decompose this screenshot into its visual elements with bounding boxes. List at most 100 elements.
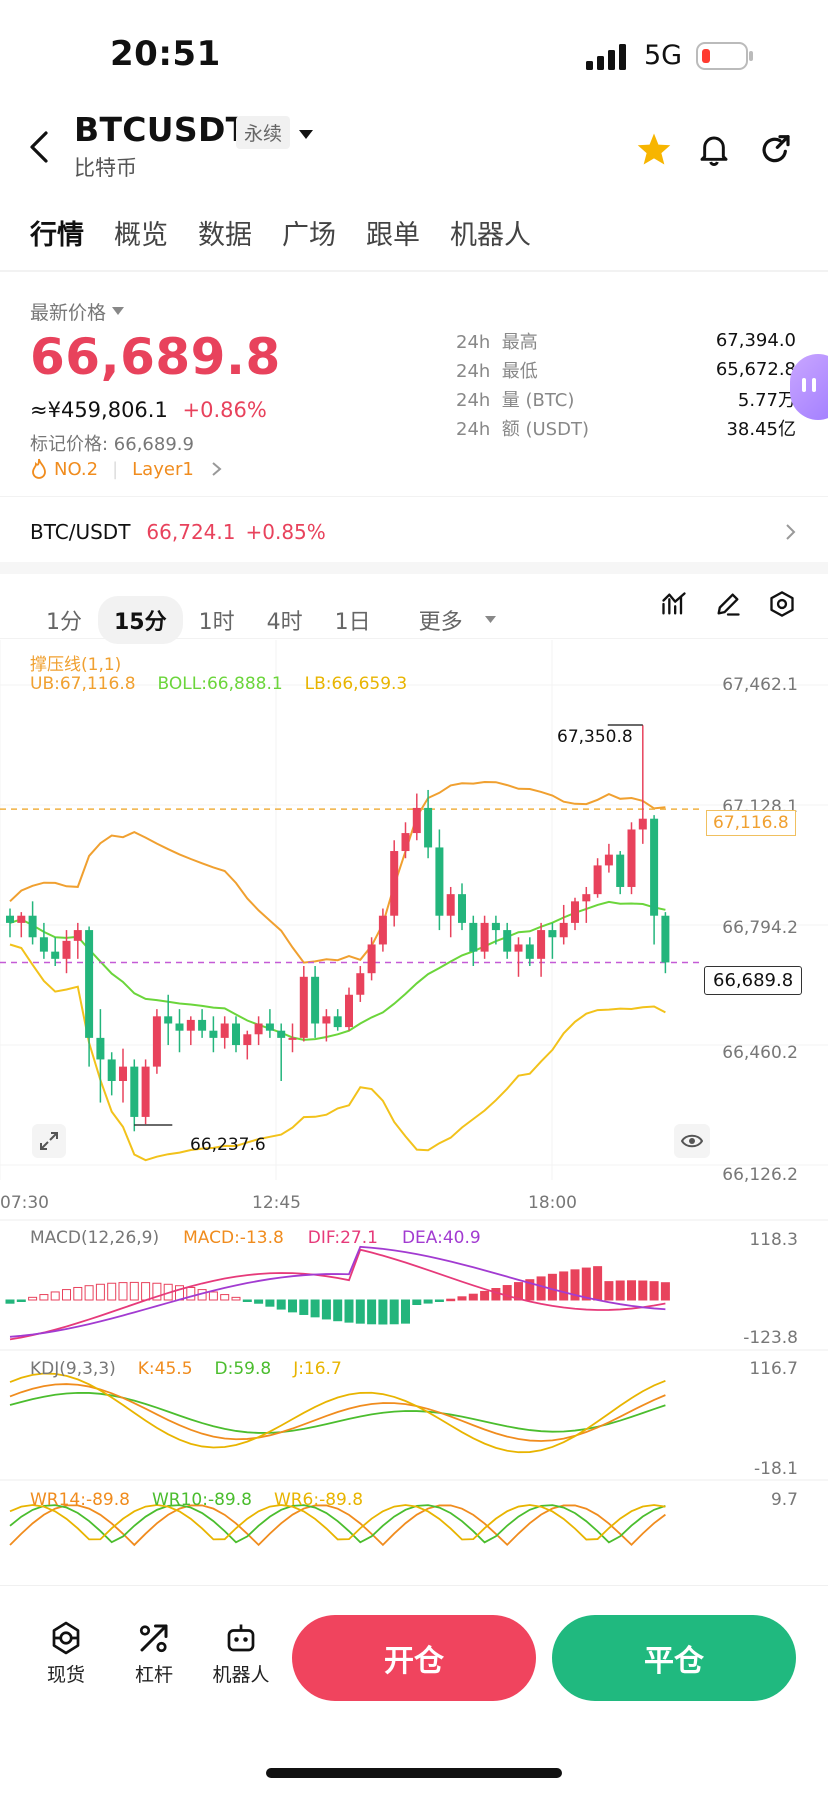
- macd-histogram-bar: [231, 1296, 241, 1301]
- open-position-button[interactable]: 开仓: [292, 1615, 536, 1701]
- dif-value: DIF:27.1: [307, 1228, 378, 1248]
- chart-area[interactable]: [0, 640, 828, 1585]
- back-button[interactable]: [28, 130, 50, 168]
- macd-histogram-bar: [412, 1299, 422, 1306]
- draw-tool-icon[interactable]: [714, 590, 742, 622]
- status-time: 20:51: [110, 34, 221, 74]
- candle-body: [458, 894, 466, 923]
- candle-body: [311, 976, 320, 1024]
- leverage-shortcut[interactable]: 杠杆: [124, 1620, 184, 1687]
- macd-histogram-bar: [389, 1299, 399, 1325]
- interval-more[interactable]: 更多: [387, 588, 512, 652]
- assistant-icon: [802, 378, 806, 392]
- dif-line: [9, 1248, 666, 1341]
- chevron-right-icon: [212, 462, 222, 476]
- macd-histogram-bar: [559, 1271, 569, 1301]
- candle-body: [96, 1037, 105, 1060]
- spot-shortcut[interactable]: 现货: [36, 1620, 96, 1687]
- leverage-shortcut-label: 杠杆: [134, 1664, 173, 1686]
- interval-15m[interactable]: 15分: [98, 596, 183, 644]
- y-label-5: 66,126.2: [722, 1165, 798, 1185]
- visibility-toggle[interactable]: [674, 1124, 710, 1158]
- robot-icon: [227, 1624, 255, 1652]
- wr14-line: [9, 1504, 666, 1547]
- symbol-dropdown-icon[interactable]: [298, 126, 314, 145]
- macd-histogram-bar: [95, 1283, 105, 1301]
- macd-histogram-bar: [28, 1296, 38, 1301]
- interval-1m[interactable]: 1分: [46, 610, 82, 635]
- candle-body: [141, 1066, 150, 1117]
- interval-1h[interactable]: 1时: [198, 610, 235, 635]
- macd-histogram-bar: [378, 1299, 388, 1325]
- last-price: 66,689.8: [30, 328, 281, 386]
- candle-body: [559, 922, 568, 938]
- x-label-1: 07:30: [0, 1193, 49, 1213]
- share-icon[interactable]: [760, 134, 792, 170]
- rank-row[interactable]: NO.2 | Layer1: [30, 458, 224, 480]
- signal-icon: [586, 44, 630, 74]
- candle-body: [28, 915, 37, 938]
- floating-assistant-bubble[interactable]: [790, 354, 828, 420]
- candlestick-chart[interactable]: [0, 640, 828, 1585]
- candle-body: [548, 930, 557, 938]
- chart-settings-icon[interactable]: [768, 590, 796, 622]
- candle-body: [390, 851, 399, 916]
- robot-shortcut[interactable]: 机器人: [206, 1620, 276, 1687]
- macd-histogram-bar: [423, 1299, 433, 1304]
- candle-body: [627, 829, 636, 887]
- tab-square[interactable]: 广场: [282, 220, 336, 251]
- wr-legend: WR14:-89.8 WR10:-89.8 WR6:-89.8: [30, 1490, 363, 1510]
- network-label: 5G: [644, 40, 683, 71]
- kdj-k-line: [9, 1383, 666, 1442]
- boll-middle-line: [9, 900, 666, 1041]
- wr-top: 9.7: [770, 1490, 798, 1510]
- candle-body: [288, 1037, 297, 1040]
- macd-histogram-bar: [84, 1285, 94, 1301]
- kdj-top: 116.7: [749, 1359, 798, 1379]
- favorite-star-icon[interactable]: [636, 132, 672, 170]
- y-label-3: 66,794.2: [722, 918, 798, 938]
- macd-histogram-bar: [254, 1299, 264, 1304]
- candle-body: [254, 1023, 263, 1035]
- wr6-value: WR6:-89.8: [273, 1490, 364, 1510]
- dea-value: DEA:40.9: [401, 1228, 481, 1248]
- candle-body: [6, 915, 14, 923]
- rank-label: NO.2: [54, 458, 99, 480]
- tab-overview[interactable]: 概览: [114, 220, 168, 251]
- indicator-settings-icon[interactable]: [660, 590, 688, 622]
- candle-body: [435, 847, 444, 916]
- boll-mid: BOLL:66,888.1: [157, 674, 283, 694]
- macd-histogram-bar: [638, 1280, 648, 1301]
- macd-histogram-bar: [321, 1299, 331, 1320]
- last-price-label[interactable]: 最新价格: [30, 298, 125, 325]
- candle-body: [107, 1059, 116, 1081]
- interval-1d[interactable]: 1日: [334, 610, 371, 635]
- macd-histogram-bar: [547, 1273, 557, 1301]
- x-label-2: 12:45: [252, 1193, 301, 1213]
- last-price-tag[interactable]: 66,689.8: [704, 966, 803, 995]
- macd-histogram-bar: [434, 1299, 444, 1302]
- close-position-button[interactable]: 平仓: [552, 1615, 796, 1701]
- tab-market[interactable]: 行情: [30, 220, 84, 251]
- fullscreen-button[interactable]: [32, 1124, 66, 1158]
- caret-down-icon: [484, 616, 496, 623]
- boll-lower-line: [9, 943, 666, 1162]
- flame-icon: [32, 458, 46, 479]
- tab-data[interactable]: 数据: [198, 220, 252, 251]
- tab-bots[interactable]: 机器人: [450, 220, 531, 251]
- spot-change: +0.85%: [245, 520, 326, 544]
- candle-body: [119, 1066, 127, 1081]
- tabs-divider: [0, 270, 828, 272]
- interval-4h[interactable]: 4时: [266, 610, 303, 635]
- macd-histogram-bar: [660, 1282, 670, 1301]
- macd-histogram-bar: [502, 1285, 512, 1301]
- wr10-line: [9, 1504, 666, 1544]
- bell-icon[interactable]: [698, 132, 730, 172]
- tab-copy-trading[interactable]: 跟单: [366, 220, 420, 251]
- candle-body: [164, 1016, 173, 1024]
- rank-separator: |: [112, 458, 119, 480]
- macd-name: MACD(12,26,9): [30, 1228, 160, 1248]
- spot-price-row[interactable]: BTC/USDT 66,724.1 +0.85%: [30, 520, 798, 544]
- symbol-title[interactable]: BTCUSDT: [74, 110, 249, 149]
- ub-price-tag: 67,116.8: [706, 810, 796, 836]
